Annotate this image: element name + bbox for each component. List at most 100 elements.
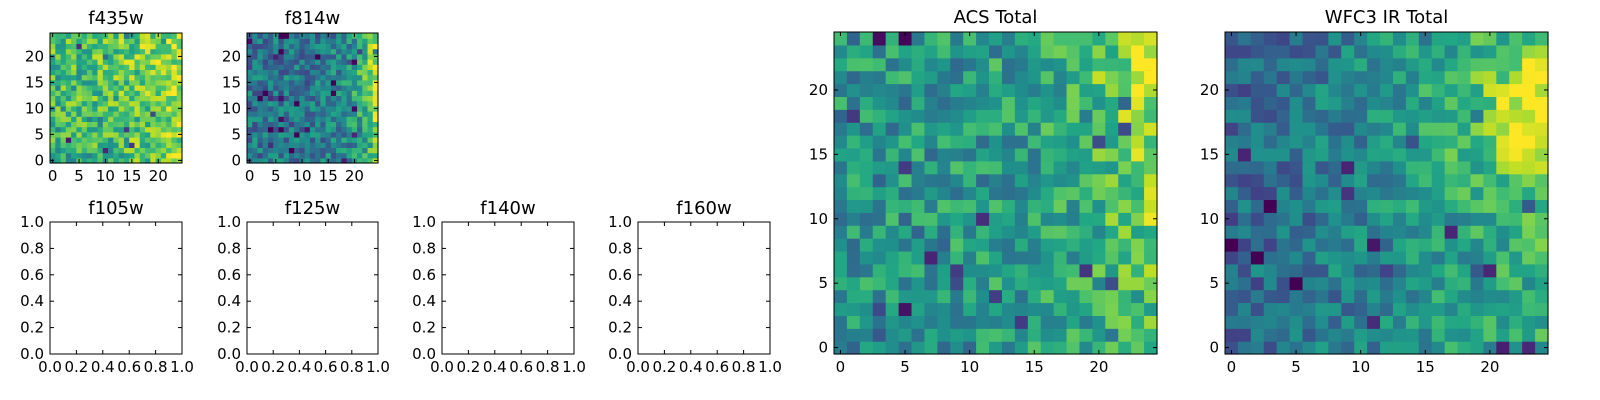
heatmap-cell xyxy=(123,79,130,86)
heatmap-cell xyxy=(1392,250,1407,265)
heatmap-cell xyxy=(367,100,374,107)
heatmap-cell xyxy=(55,43,62,50)
heatmap-cell xyxy=(1092,70,1106,85)
heatmap-cell xyxy=(113,64,120,70)
heatmap-cell xyxy=(872,160,887,175)
heatmap-cell xyxy=(123,147,130,154)
heatmap-cell xyxy=(898,225,913,239)
heatmap-cell xyxy=(1483,250,1497,265)
heatmap-cell xyxy=(50,38,56,44)
heatmap-cell xyxy=(1522,302,1536,316)
heatmap-cell xyxy=(1470,186,1484,201)
heatmap-cell xyxy=(247,111,253,117)
heatmap-cell xyxy=(950,238,964,252)
heatmap-cell xyxy=(155,116,162,122)
heatmap-cell xyxy=(267,137,274,143)
heatmap-cell xyxy=(304,95,311,102)
heatmap-cell xyxy=(150,79,157,86)
heatmap-cell xyxy=(81,100,88,107)
heatmap-cell xyxy=(320,111,327,117)
heatmap-cell xyxy=(330,126,337,133)
heatmap-cell xyxy=(1225,44,1239,59)
heatmap-cell xyxy=(102,53,109,60)
heatmap-cell xyxy=(97,74,104,81)
heatmap-cell xyxy=(1289,250,1304,265)
heatmap-cell xyxy=(1535,122,1549,136)
heatmap-cell xyxy=(1380,328,1394,342)
y-tick-label: 15 xyxy=(1200,145,1219,163)
heatmap-cell xyxy=(278,105,285,112)
heatmap-cell xyxy=(150,126,157,133)
heatmap-cell xyxy=(283,152,290,159)
heatmap-cell xyxy=(1014,135,1029,149)
heatmap-cell xyxy=(1118,199,1132,213)
heatmap-cell xyxy=(1522,341,1536,355)
heatmap-cell xyxy=(1276,328,1291,342)
heatmap-cell xyxy=(834,135,848,149)
heatmap-cell xyxy=(834,160,848,175)
heatmap-cell xyxy=(1066,135,1081,149)
heatmap-cell xyxy=(911,57,926,72)
heatmap-cell xyxy=(1053,173,1068,188)
heatmap-cell xyxy=(924,83,938,97)
heatmap-cell xyxy=(1250,109,1265,123)
heatmap-cell xyxy=(123,53,130,60)
heatmap-cell xyxy=(97,131,104,138)
heatmap-cell xyxy=(65,152,72,159)
heatmap-cell xyxy=(81,38,88,44)
heatmap-cell xyxy=(145,147,151,154)
heatmap-cell xyxy=(898,186,913,201)
heatmap-cell xyxy=(1131,250,1145,265)
heatmap-cell xyxy=(325,48,332,55)
heatmap-cell xyxy=(247,126,253,133)
heatmap-cell xyxy=(113,90,120,96)
heatmap-cell xyxy=(1066,122,1081,136)
heatmap-cell xyxy=(171,137,178,143)
heatmap-cell xyxy=(1431,250,1446,265)
heatmap-cell xyxy=(341,142,348,148)
heatmap-cell xyxy=(1315,44,1329,59)
heatmap-cell xyxy=(1014,315,1029,329)
heatmap-cell xyxy=(357,64,363,70)
heatmap-cell xyxy=(1341,173,1355,188)
heatmap-cell xyxy=(309,116,316,122)
heatmap-cell xyxy=(1328,225,1342,239)
heatmap-cell xyxy=(262,59,269,65)
heatmap-cell xyxy=(346,38,353,44)
heatmap-cell xyxy=(846,238,861,252)
heatmap-cell xyxy=(911,276,926,291)
heatmap-cell xyxy=(1118,186,1132,201)
heatmap-cell xyxy=(1040,250,1055,265)
heatmap-cell xyxy=(351,59,358,65)
heatmap-cell xyxy=(834,173,848,188)
heatmap-cell xyxy=(351,69,358,76)
heatmap-cell xyxy=(1237,199,1252,213)
heatmap-cell xyxy=(1225,83,1239,97)
heatmap-cell xyxy=(1405,135,1420,149)
heatmap-cell xyxy=(257,90,264,96)
heatmap-cell xyxy=(1105,315,1119,329)
heatmap-cell xyxy=(325,79,332,86)
heatmap-cell xyxy=(166,137,173,143)
axes-frame xyxy=(246,32,379,164)
heatmap-cell xyxy=(1105,289,1119,304)
heatmap-cell xyxy=(1302,96,1317,110)
heatmap-cell xyxy=(362,33,369,39)
heatmap-cell xyxy=(1131,328,1145,342)
heatmap-cell xyxy=(1354,173,1368,188)
heatmap-cell xyxy=(1237,122,1252,136)
heatmap-cell xyxy=(1014,96,1029,110)
heatmap-cell xyxy=(145,126,151,133)
heatmap-cell xyxy=(1001,57,1016,72)
heatmap-cell xyxy=(102,111,109,117)
heatmap-cell xyxy=(262,116,269,122)
heatmap-cell xyxy=(129,116,136,122)
heatmap-cell xyxy=(247,95,253,102)
heatmap-cell xyxy=(294,105,300,112)
heatmap-cell xyxy=(1289,225,1304,239)
heatmap-cell xyxy=(1483,44,1497,59)
heatmap-cell xyxy=(1418,135,1433,149)
heatmap-cell xyxy=(81,53,88,60)
heatmap-cell xyxy=(1444,276,1459,291)
heatmap-cell xyxy=(1431,57,1446,72)
